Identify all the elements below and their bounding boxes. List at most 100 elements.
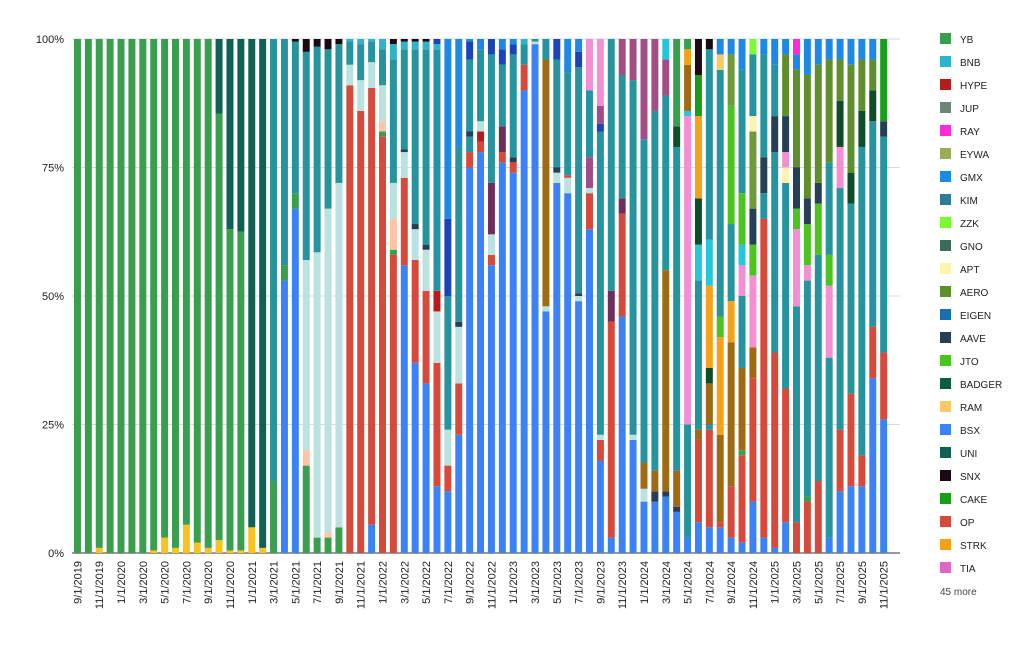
legend-item[interactable]: RAY xyxy=(940,125,980,138)
x-tick-label: 7/1/2023 xyxy=(574,561,586,604)
bar-segment xyxy=(705,429,713,528)
bar-segment xyxy=(727,39,735,55)
bar-segment xyxy=(782,152,790,168)
bar-column xyxy=(313,39,321,553)
legend-label: GMX xyxy=(960,173,983,184)
legend-item[interactable]: EYWA xyxy=(940,148,989,161)
bar-segment xyxy=(629,39,637,81)
legend-item[interactable]: BNB xyxy=(940,56,981,69)
bar-segment xyxy=(847,203,855,394)
bar-segment xyxy=(564,177,572,194)
bar-segment xyxy=(596,105,604,124)
bar-segment xyxy=(161,537,169,553)
legend-item[interactable]: AERO xyxy=(940,286,989,299)
legend-item[interactable]: BADGER xyxy=(940,378,1002,391)
bar-column xyxy=(803,39,811,553)
bar-segment xyxy=(836,59,844,101)
bar-segment xyxy=(575,51,583,68)
bar-column xyxy=(662,39,670,553)
legend-item[interactable]: GMX xyxy=(940,171,983,184)
bar-segment xyxy=(651,39,659,111)
legend-item[interactable]: CAKE xyxy=(940,493,988,506)
legend-label: SNX xyxy=(960,472,981,483)
legend-item[interactable]: JUP xyxy=(940,102,979,115)
bar-column xyxy=(694,39,702,553)
bar-segment xyxy=(705,367,713,384)
bar-column xyxy=(455,39,463,553)
legend-item[interactable]: TIA xyxy=(940,562,976,575)
bar-segment xyxy=(596,131,604,435)
bar-segment xyxy=(520,39,528,45)
bar-segment xyxy=(782,167,790,183)
legend-item[interactable]: YB xyxy=(940,33,974,46)
bar-segment xyxy=(346,85,354,553)
bar-column xyxy=(738,39,746,553)
bar-segment xyxy=(771,116,779,153)
bar-segment xyxy=(749,244,757,276)
x-tick-label: 5/1/2024 xyxy=(683,561,695,604)
bar-segment xyxy=(684,537,692,553)
bar-segment xyxy=(553,167,561,173)
legend-item[interactable]: APT xyxy=(940,263,979,276)
legend-item[interactable]: UNI xyxy=(940,447,977,460)
bar-column xyxy=(280,39,288,553)
bar-segment xyxy=(487,265,495,553)
legend-item[interactable]: OP xyxy=(940,516,975,529)
bar-segment xyxy=(498,49,506,65)
bar-segment xyxy=(727,105,735,225)
bar-segment xyxy=(270,481,278,553)
legend-more-link[interactable]: 45 more xyxy=(940,587,977,598)
legend-item[interactable]: STRK xyxy=(940,539,987,552)
x-tick-label: 9/1/2021 xyxy=(334,561,346,604)
bar-segment xyxy=(629,439,637,553)
bar-segment xyxy=(836,39,844,60)
bar-segment xyxy=(389,218,397,250)
bar-segment xyxy=(782,116,790,153)
bar-column xyxy=(509,39,517,553)
bar-segment xyxy=(477,152,485,553)
bar-segment xyxy=(379,39,386,50)
bar-segment xyxy=(368,524,376,553)
legend-item[interactable]: ZZK xyxy=(940,217,979,230)
x-tick-label: 9/1/2022 xyxy=(465,561,477,604)
bar-segment xyxy=(836,491,844,553)
bar-segment xyxy=(640,488,648,502)
legend-item[interactable]: BSX xyxy=(940,424,980,437)
legend-swatch xyxy=(940,401,951,412)
bar-segment xyxy=(607,321,615,538)
bar-segment xyxy=(73,39,81,553)
bar-segment xyxy=(509,44,517,55)
bar-column xyxy=(673,39,681,553)
legend-item[interactable]: KIM xyxy=(940,194,978,207)
legend-item[interactable]: RAM xyxy=(940,401,982,414)
bar-column xyxy=(880,39,888,553)
bar-column xyxy=(793,39,800,553)
bar-column xyxy=(575,39,583,553)
legend-item[interactable]: HYPE xyxy=(940,79,988,92)
bar-segment xyxy=(509,54,517,158)
bar-segment xyxy=(825,537,833,553)
bar-segment xyxy=(335,182,343,528)
bar-segment xyxy=(270,39,278,482)
bar-segment xyxy=(727,54,735,106)
bar-segment xyxy=(749,208,757,245)
bar-segment xyxy=(716,527,724,553)
bar-segment xyxy=(607,39,615,291)
legend-item[interactable]: JTO xyxy=(940,355,979,368)
bar-segment xyxy=(291,39,299,42)
legend-item[interactable]: AAVE xyxy=(940,332,986,345)
legend-item[interactable]: SNX xyxy=(940,470,981,483)
bar-segment xyxy=(455,39,463,147)
legend-item[interactable]: EIGEN xyxy=(940,309,991,322)
bar-segment xyxy=(302,260,310,451)
bar-segment xyxy=(346,64,354,86)
bar-column xyxy=(782,39,790,553)
bar-segment xyxy=(814,39,822,65)
bar-segment xyxy=(607,537,615,553)
bar-segment xyxy=(662,270,670,492)
legend-item[interactable]: GNO xyxy=(940,240,983,253)
bar-segment xyxy=(858,146,866,456)
bar-segment xyxy=(749,378,757,502)
legend-swatch xyxy=(940,171,951,182)
bar-segment xyxy=(226,550,234,553)
